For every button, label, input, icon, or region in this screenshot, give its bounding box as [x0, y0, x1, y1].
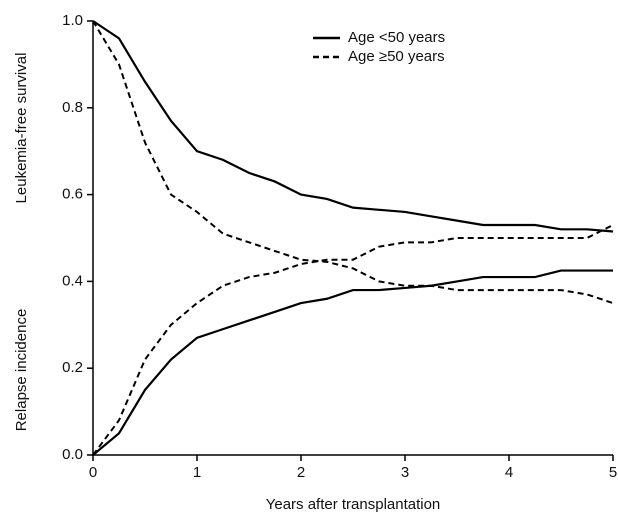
x-tick-label: 1 — [193, 464, 201, 481]
x-tick-label: 0 — [89, 464, 97, 481]
y-tick-label: 0.0 — [62, 446, 83, 463]
x-tick-label: 4 — [505, 464, 513, 481]
legend-label: Age ≥50 years — [348, 48, 445, 65]
x-tick-label: 3 — [401, 464, 409, 481]
y-tick-label: 0.6 — [62, 186, 83, 203]
curve — [92, 224, 614, 456]
y-axis-title: Leukemia-free survival — [13, 53, 30, 204]
x-tick-label: 5 — [609, 464, 617, 481]
x-axis-title: Years after transplantation — [266, 496, 441, 513]
x-tick-label: 2 — [297, 464, 305, 481]
curve — [92, 20, 614, 233]
curve — [92, 269, 613, 456]
y-axis-title: Relapse incidence — [13, 309, 30, 432]
y-tick-label: 0.4 — [62, 272, 83, 289]
y-tick-label: 1.0 — [62, 12, 83, 29]
legend-label: Age <50 years — [348, 29, 445, 46]
y-tick-label: 0.8 — [62, 99, 83, 116]
y-tick-label: 0.2 — [62, 359, 83, 376]
curve — [92, 20, 614, 305]
